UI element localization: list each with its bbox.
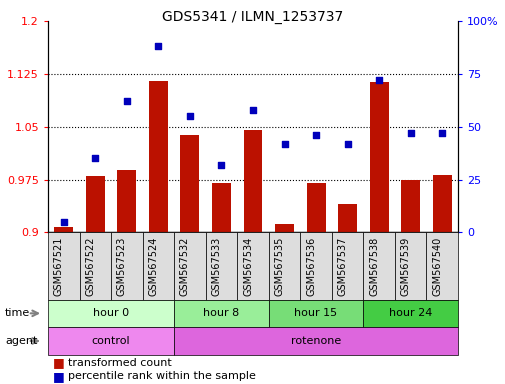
Text: GDS5341 / ILMN_1253737: GDS5341 / ILMN_1253737 xyxy=(162,10,343,23)
Text: GSM567532: GSM567532 xyxy=(180,237,189,296)
Text: GSM567538: GSM567538 xyxy=(368,237,378,296)
Text: agent: agent xyxy=(5,336,37,346)
Point xyxy=(123,98,131,104)
Point xyxy=(185,113,193,119)
Text: hour 0: hour 0 xyxy=(93,308,129,318)
Bar xyxy=(275,224,293,232)
Text: hour 8: hour 8 xyxy=(203,308,239,318)
Text: rotenone: rotenone xyxy=(290,336,340,346)
Text: hour 24: hour 24 xyxy=(388,308,431,318)
Point xyxy=(374,77,382,83)
Text: GSM567535: GSM567535 xyxy=(274,237,284,296)
Text: GSM567539: GSM567539 xyxy=(400,237,410,296)
Text: ■: ■ xyxy=(53,370,65,383)
Bar xyxy=(400,180,419,232)
Text: GSM567533: GSM567533 xyxy=(211,237,221,296)
Text: GSM567524: GSM567524 xyxy=(148,237,158,296)
Text: time: time xyxy=(5,308,30,318)
Point xyxy=(217,162,225,168)
Text: control: control xyxy=(91,336,130,346)
Text: GSM567523: GSM567523 xyxy=(117,237,127,296)
Text: hour 15: hour 15 xyxy=(294,308,337,318)
Bar xyxy=(337,204,357,232)
Bar xyxy=(117,170,136,232)
Text: ■: ■ xyxy=(53,356,65,369)
Text: GSM567522: GSM567522 xyxy=(85,237,95,296)
Text: GSM567534: GSM567534 xyxy=(242,237,252,296)
Bar xyxy=(180,135,199,232)
Text: transformed count: transformed count xyxy=(68,358,172,368)
Bar xyxy=(243,129,262,232)
Bar xyxy=(54,227,73,232)
Text: percentile rank within the sample: percentile rank within the sample xyxy=(68,371,256,381)
Point xyxy=(406,130,414,136)
Point xyxy=(154,43,162,50)
Point xyxy=(312,132,320,138)
Text: GSM567521: GSM567521 xyxy=(54,237,64,296)
Bar xyxy=(212,183,230,232)
Bar xyxy=(306,183,325,232)
Bar xyxy=(369,82,388,232)
Point xyxy=(91,155,99,161)
Point xyxy=(437,130,445,136)
Point xyxy=(248,107,257,113)
Text: GSM567537: GSM567537 xyxy=(337,237,347,296)
Text: GSM567540: GSM567540 xyxy=(431,237,441,296)
Point xyxy=(280,141,288,147)
Point xyxy=(60,219,68,225)
Bar xyxy=(432,175,451,232)
Bar xyxy=(148,81,168,232)
Text: GSM567536: GSM567536 xyxy=(306,237,316,296)
Point xyxy=(343,141,351,147)
Bar xyxy=(86,176,105,232)
